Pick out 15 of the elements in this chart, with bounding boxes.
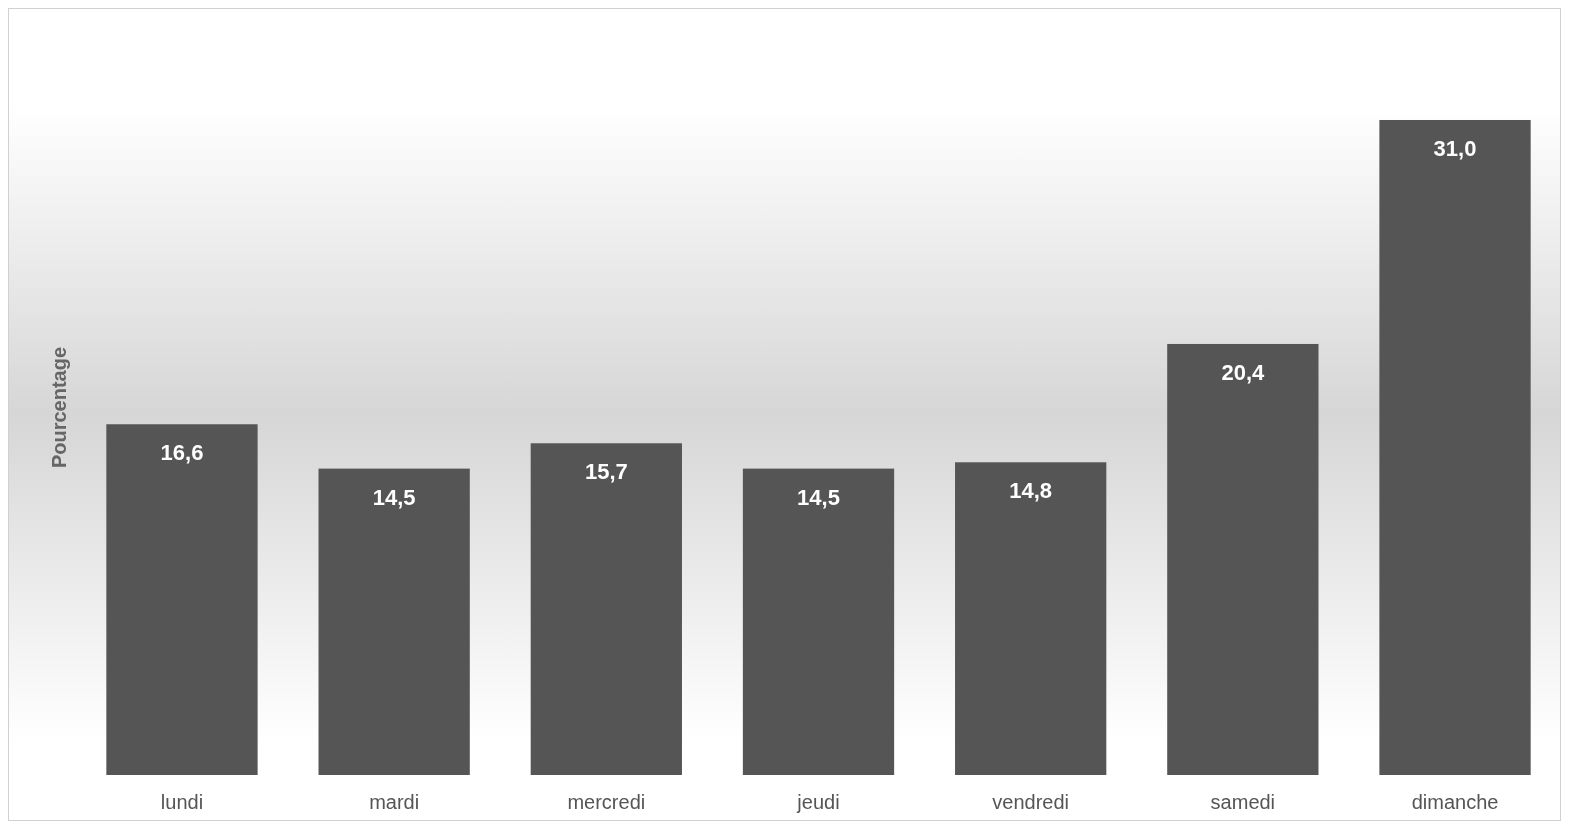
x-tick-label: vendredi bbox=[992, 791, 1070, 813]
data-label: 14,5 bbox=[372, 484, 416, 510]
x-tick-label: samedi bbox=[1210, 791, 1276, 813]
data-label: 20,4 bbox=[1221, 359, 1266, 385]
x-tick-label: lundi bbox=[160, 791, 204, 813]
x-tick-label: jeudi bbox=[796, 791, 840, 813]
x-tick-label: dimanche bbox=[1411, 791, 1499, 813]
x-tick-label: mercredi bbox=[567, 791, 646, 813]
data-label: 15,7 bbox=[584, 459, 628, 485]
data-label: 31,0 bbox=[1433, 136, 1477, 161]
x-tick-label: mardi bbox=[369, 791, 420, 813]
data-label: 14,8 bbox=[1009, 478, 1053, 504]
data-label: 14,5 bbox=[797, 484, 840, 510]
y-axis-title: Pourcentage bbox=[48, 346, 70, 469]
data-label: 16,6 bbox=[160, 440, 204, 466]
